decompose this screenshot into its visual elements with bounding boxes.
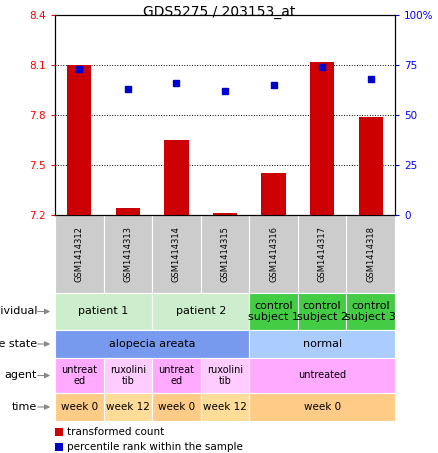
Bar xyxy=(55,215,103,293)
Text: GSM1414318: GSM1414318 xyxy=(366,226,375,282)
Bar xyxy=(310,62,334,215)
Text: week 12: week 12 xyxy=(106,402,150,412)
Bar xyxy=(201,215,249,293)
Bar xyxy=(55,443,63,451)
Bar xyxy=(249,330,395,358)
Bar xyxy=(55,393,103,421)
Bar xyxy=(116,208,140,215)
Text: GSM1414314: GSM1414314 xyxy=(172,226,181,282)
Text: normal: normal xyxy=(303,339,342,349)
Bar xyxy=(201,358,249,393)
Text: ruxolini
tib: ruxolini tib xyxy=(110,365,146,386)
Bar xyxy=(55,428,63,436)
Text: GSM1414312: GSM1414312 xyxy=(75,226,84,282)
Text: percentile rank within the sample: percentile rank within the sample xyxy=(67,442,243,452)
Text: ruxolini
tib: ruxolini tib xyxy=(207,365,243,386)
Text: individual: individual xyxy=(0,307,37,317)
Text: week 0: week 0 xyxy=(61,402,98,412)
Bar xyxy=(103,358,152,393)
Text: disease state: disease state xyxy=(0,339,37,349)
Text: GSM1414315: GSM1414315 xyxy=(220,226,230,282)
Text: alopecia areata: alopecia areata xyxy=(109,339,195,349)
Bar xyxy=(249,393,395,421)
Text: week 12: week 12 xyxy=(203,402,247,412)
Bar xyxy=(55,330,249,358)
Bar xyxy=(249,358,395,393)
Bar xyxy=(249,293,298,330)
Bar xyxy=(298,215,346,293)
Bar xyxy=(213,213,237,215)
Bar xyxy=(164,140,189,215)
Text: untreat
ed: untreat ed xyxy=(61,365,97,386)
Text: GSM1414316: GSM1414316 xyxy=(269,226,278,282)
Bar xyxy=(152,215,201,293)
Text: GSM1414317: GSM1414317 xyxy=(318,226,327,282)
Text: week 0: week 0 xyxy=(304,402,341,412)
Text: control
subject 3: control subject 3 xyxy=(345,301,396,322)
Bar xyxy=(67,65,92,215)
Bar xyxy=(249,215,298,293)
Text: GDS5275 / 203153_at: GDS5275 / 203153_at xyxy=(143,5,295,19)
Text: agent: agent xyxy=(5,371,37,381)
Bar xyxy=(201,393,249,421)
Text: patient 1: patient 1 xyxy=(78,307,129,317)
Text: GSM1414313: GSM1414313 xyxy=(124,226,132,282)
Bar xyxy=(346,293,395,330)
Bar xyxy=(152,358,201,393)
Text: week 0: week 0 xyxy=(158,402,195,412)
Bar xyxy=(55,358,103,393)
Bar xyxy=(103,393,152,421)
Text: transformed count: transformed count xyxy=(67,427,164,437)
Text: patient 2: patient 2 xyxy=(176,307,226,317)
Bar xyxy=(261,173,286,215)
Bar xyxy=(55,293,152,330)
Bar xyxy=(298,293,346,330)
Bar xyxy=(152,293,249,330)
Text: control
subject 1: control subject 1 xyxy=(248,301,299,322)
Bar xyxy=(152,393,201,421)
Text: time: time xyxy=(12,402,37,412)
Bar xyxy=(103,215,152,293)
Text: untreated: untreated xyxy=(298,371,346,381)
Bar xyxy=(346,215,395,293)
Bar xyxy=(359,117,383,215)
Text: untreat
ed: untreat ed xyxy=(159,365,194,386)
Text: control
subject 2: control subject 2 xyxy=(297,301,348,322)
